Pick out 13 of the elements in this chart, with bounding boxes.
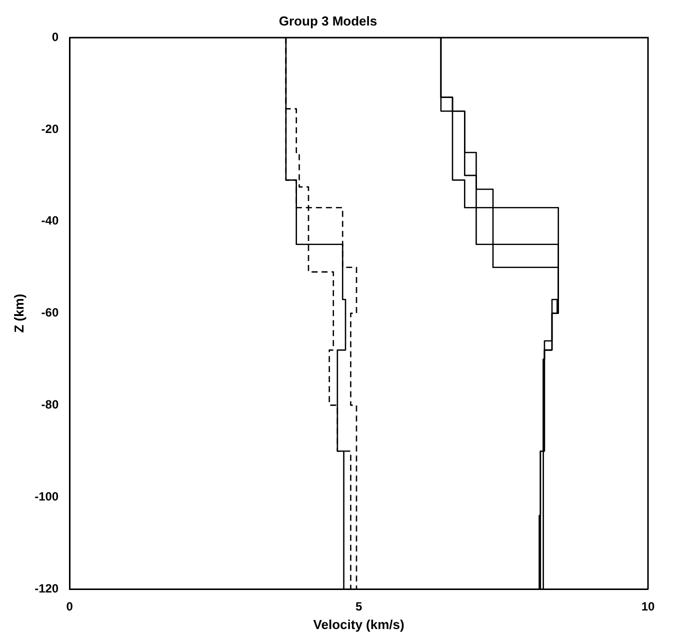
y-tick-label: 0 (52, 30, 59, 44)
x-axis-title: Velocity (km/s) (313, 616, 404, 632)
x-tick-label: 0 (66, 600, 74, 614)
y-tick-label: -40 (41, 214, 59, 228)
y-axis-title: Z (km) (11, 294, 26, 333)
chart-title: Group 3 Models (278, 13, 378, 28)
x-tick-label: 10 (641, 600, 655, 614)
y-tick-label: -20 (41, 122, 59, 136)
y-tick-label: -100 (34, 489, 59, 504)
y-tick-label: -60 (41, 306, 59, 320)
y-tick-label: -120 (34, 581, 59, 596)
y-tick-label: -80 (41, 398, 59, 412)
x-tick-label: 5 (355, 600, 362, 614)
